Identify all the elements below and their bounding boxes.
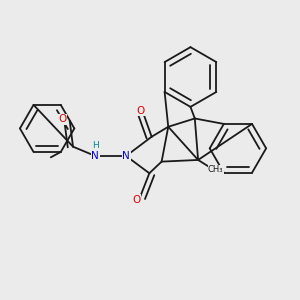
Text: H: H — [92, 141, 99, 150]
Text: O: O — [133, 195, 141, 205]
Text: O: O — [136, 106, 144, 116]
Text: N: N — [92, 151, 99, 161]
Text: CH₃: CH₃ — [208, 165, 224, 174]
Text: N: N — [122, 151, 130, 161]
Text: O: O — [58, 114, 67, 124]
